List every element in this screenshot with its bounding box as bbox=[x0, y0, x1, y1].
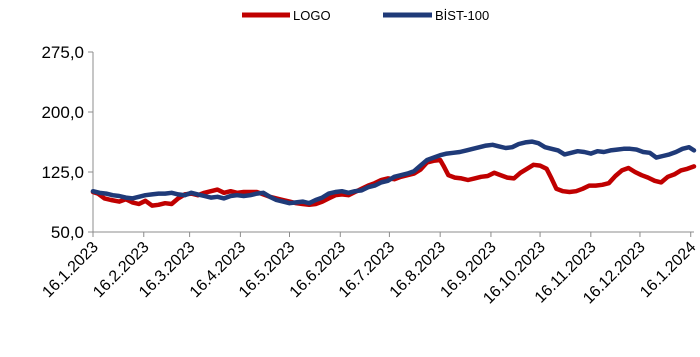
series-line-logo bbox=[90, 157, 697, 208]
x-tick-label: 16.1.2024 bbox=[637, 239, 699, 301]
legend-label-logo: LOGO bbox=[293, 8, 331, 23]
y-tick-label: 275,0 bbox=[41, 43, 84, 62]
series-layer bbox=[90, 139, 697, 208]
series-line-bist100 bbox=[90, 139, 697, 206]
y-tick-label: 200,0 bbox=[41, 103, 84, 122]
y-tick-label: 50,0 bbox=[51, 223, 84, 242]
x-axis-ticks: 16.1.202316.2.202316.3.202316.4.202316.5… bbox=[39, 232, 700, 307]
legend: LOGO BİST-100 bbox=[242, 8, 489, 23]
legend-label-bist100: BİST-100 bbox=[435, 8, 489, 23]
y-tick-label: 125,0 bbox=[41, 163, 84, 182]
y-axis-ticks: 275,0 200,0 125,0 50,0 bbox=[41, 43, 93, 242]
axes bbox=[92, 52, 694, 233]
